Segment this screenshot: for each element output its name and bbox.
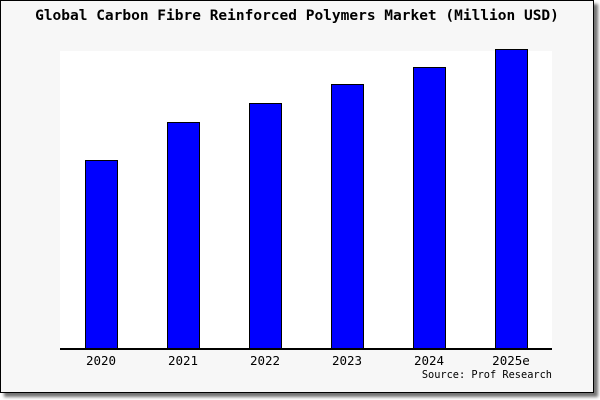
bar-2024 xyxy=(412,67,446,348)
bar-2023 xyxy=(330,84,364,348)
source-note: Source: Prof Research xyxy=(421,369,552,381)
x-tick-label-2020: 2020 xyxy=(85,353,117,368)
x-tick-label-2022: 2022 xyxy=(249,353,281,368)
bar-slot xyxy=(142,51,224,348)
plot-area xyxy=(60,49,552,350)
bar-2022 xyxy=(248,103,282,348)
bar-slot xyxy=(224,51,306,348)
x-tick-label-2025e: 2025e xyxy=(492,353,530,368)
x-axis-labels: 2020 2021 2022 2023 2024 2025e xyxy=(60,354,552,368)
chart-figure: Global Carbon Fibre Reinforced Polymers … xyxy=(0,0,594,393)
bar-slot xyxy=(388,51,470,348)
x-tick-label-2024: 2024 xyxy=(413,353,445,368)
chart-title: Global Carbon Fibre Reinforced Polymers … xyxy=(35,8,559,24)
bar-2025e xyxy=(494,49,528,348)
bar-slot xyxy=(306,51,388,348)
bar-2021 xyxy=(166,122,200,348)
x-tick-label-2021: 2021 xyxy=(167,353,199,368)
bar-slot xyxy=(470,49,552,348)
bar-slot xyxy=(60,51,142,348)
x-tick-label-2023: 2023 xyxy=(331,353,363,368)
bar-2020 xyxy=(84,160,118,348)
